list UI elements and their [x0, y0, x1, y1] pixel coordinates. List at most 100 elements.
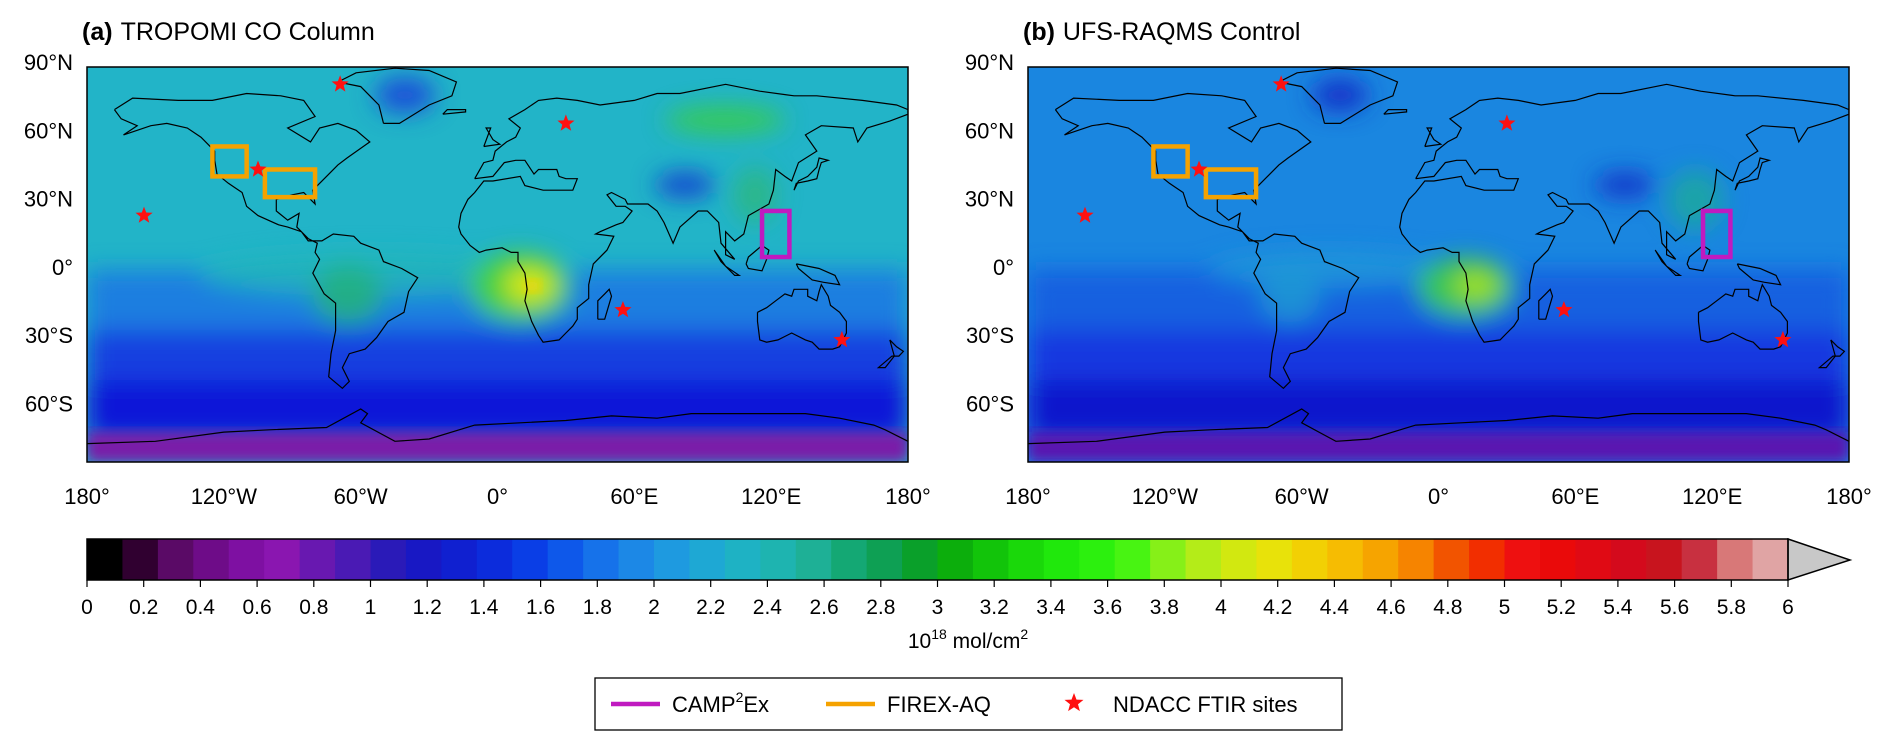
- panel-a-coast-8: [713, 249, 742, 276]
- panel-b-lat-label: 90°N: [965, 50, 1014, 75]
- panel-b-ndacc-site-3: [1076, 206, 1094, 223]
- colorbar-tick-label: 1.6: [526, 596, 555, 619]
- panel-b-coast-5: [1424, 127, 1443, 148]
- panel-a-lon-label: 120°W: [191, 484, 258, 509]
- panel-a-region-2: [759, 208, 792, 260]
- colorbar-tick-label: 5.4: [1603, 596, 1633, 619]
- panel-a-lat-label: 0°: [52, 255, 73, 280]
- colorbar-cell: [476, 539, 513, 580]
- panel-b-southern-ocean: [1028, 380, 1849, 440]
- colorbar-cell: [1398, 539, 1435, 580]
- colorbar-tick-label: 4.4: [1320, 596, 1350, 619]
- panel-a-lon-label: 0°: [487, 484, 508, 509]
- panel-a-region-1: [262, 167, 318, 200]
- colorbar-cell: [654, 539, 691, 580]
- panel-a-sites: [135, 75, 851, 348]
- panel-b-lon-label: 180°: [1005, 484, 1051, 509]
- colorbar-cell: [122, 539, 159, 580]
- panel-a-lon-label: 60°W: [334, 484, 388, 509]
- panel-b-lon-label: 60°E: [1551, 484, 1599, 509]
- colorbar-cell: [441, 539, 478, 580]
- colorbar-tick-label: 5: [1499, 596, 1511, 619]
- unit-rest: mol/cm: [947, 630, 1021, 653]
- panel-a-coast-4: [597, 288, 613, 320]
- panel-a-lon-label: 60°E: [610, 484, 658, 509]
- panel-a-lat-label: 60°N: [24, 118, 73, 143]
- panel-a-coast-11: [876, 339, 905, 369]
- colorbar-extend-triangle: [1787, 537, 1853, 582]
- panel-b-letter: (b): [1023, 18, 1055, 46]
- panel-b-lat-label: 0°: [993, 255, 1014, 280]
- colorbar-tick-label: 3.2: [980, 596, 1009, 619]
- panel-b-ndacc-site-0: [1272, 75, 1290, 92]
- colorbar-cell: [1043, 539, 1080, 580]
- panel-b-ndacc-site-1: [1498, 114, 1516, 131]
- colorbar-cell: [299, 539, 336, 580]
- colorbar-cell: [1610, 539, 1647, 580]
- panel-a-coastlines: [87, 67, 908, 445]
- colorbar-cell: [370, 539, 407, 580]
- panel-b-lat-label: 30°N: [965, 187, 1014, 212]
- panel-b-coastlines: [1028, 67, 1849, 445]
- panel-b-coast-2: [1399, 83, 1849, 343]
- panel-a-ndacc-site-4: [614, 301, 632, 318]
- panel-a-lat-label: 90°N: [24, 50, 73, 75]
- panel-a-lon-labels: 180° 120°W 60°W 0° 60°E 120°E 180°: [64, 484, 931, 509]
- panel-b-lon-labels: 180° 120°W 60°W 0° 60°E 120°E 180°: [1005, 484, 1872, 509]
- panel-a-letter: (a): [82, 18, 113, 46]
- legend: CAMP2Ex FIREX-AQ NDACC FTIR sites: [594, 677, 1343, 731]
- colorbar-cells: [87, 539, 1789, 580]
- panel-a-coast-9: [745, 244, 770, 272]
- colorbar-tick-label: 1: [365, 596, 377, 619]
- colorbar-tick-label: 6: [1782, 596, 1794, 619]
- panel-a-coast-3: [756, 283, 847, 350]
- panel-b-lon-label: 180°: [1826, 484, 1872, 509]
- colorbar-tick-label: 1.4: [469, 596, 499, 619]
- panel-b-lon-label: 120°W: [1132, 484, 1199, 509]
- colorbar-cell: [1646, 539, 1683, 580]
- panel-b-coast-4: [1538, 288, 1554, 320]
- legend-firex-label: FIREX-AQ: [887, 692, 991, 717]
- colorbar-cell: [1150, 539, 1187, 580]
- colorbar-cell: [583, 539, 620, 580]
- panel-a-coast-5: [483, 127, 502, 148]
- colorbar-cell: [193, 539, 230, 580]
- colorbar-tick-label: 5.6: [1660, 596, 1689, 619]
- panel-b-coast-3: [1697, 283, 1788, 350]
- panel-b-coast-9: [1686, 244, 1711, 272]
- colorbar-cell: [87, 539, 124, 580]
- colorbar-tick-label: 5.8: [1717, 596, 1746, 619]
- panel-a-lon-label: 180°: [64, 484, 110, 509]
- colorbar-cell: [1681, 539, 1718, 580]
- panel-a-ndacc-site-5: [833, 330, 851, 348]
- panel-a-title-text: TROPOMI CO Column: [121, 18, 375, 46]
- panel-a-ndacc-site-1: [557, 114, 575, 131]
- panel-b-lon-label: 60°W: [1275, 484, 1329, 509]
- panel-b-coast-11: [1817, 339, 1846, 369]
- colorbar-cell: [1256, 539, 1293, 580]
- panel-a-southern-ocean: [87, 380, 908, 440]
- panel-a: (a) TROPOMI CO Column 90°N60°N3: [24, 18, 931, 509]
- panel-b-lon-label: 0°: [1428, 484, 1449, 509]
- panel-b: (b) UFS-RAQMS Control 90°N 60°N 30°N 0° 30°S 6…: [965, 18, 1872, 509]
- colorbar-unit-label: 1018 mol/cm2: [908, 626, 1028, 653]
- colorbar-tick-label: 0.8: [299, 596, 328, 619]
- colorbar-cell: [866, 539, 903, 580]
- colorbar-tick-label: 4.2: [1263, 596, 1292, 619]
- panel-b-lat-labels: 90°N 60°N 30°N 0° 30°S 60°S: [965, 50, 1014, 417]
- colorbar-tick-label: 4.6: [1376, 596, 1405, 619]
- panel-a-title: (a) TROPOMI CO Column: [82, 18, 375, 46]
- panel-a-ndacc-site-2: [249, 160, 267, 177]
- panel-a-lat-label: 60°S: [25, 392, 73, 417]
- legend-ndacc-label: NDACC FTIR sites: [1113, 692, 1298, 717]
- panel-b-coast-6: [1734, 157, 1772, 191]
- colorbar-tick-label: 2.2: [696, 596, 725, 619]
- panel-a-regions: [210, 144, 792, 260]
- panel-a-coast-0: [113, 92, 419, 390]
- panel-b-region-0: [1151, 144, 1190, 179]
- panel-b-ndacc-site-5: [1774, 330, 1792, 348]
- panel-b-lat-label: 60°N: [965, 118, 1014, 143]
- colorbar-cell: [405, 539, 442, 580]
- panel-a-lat-label: 30°N: [24, 187, 73, 212]
